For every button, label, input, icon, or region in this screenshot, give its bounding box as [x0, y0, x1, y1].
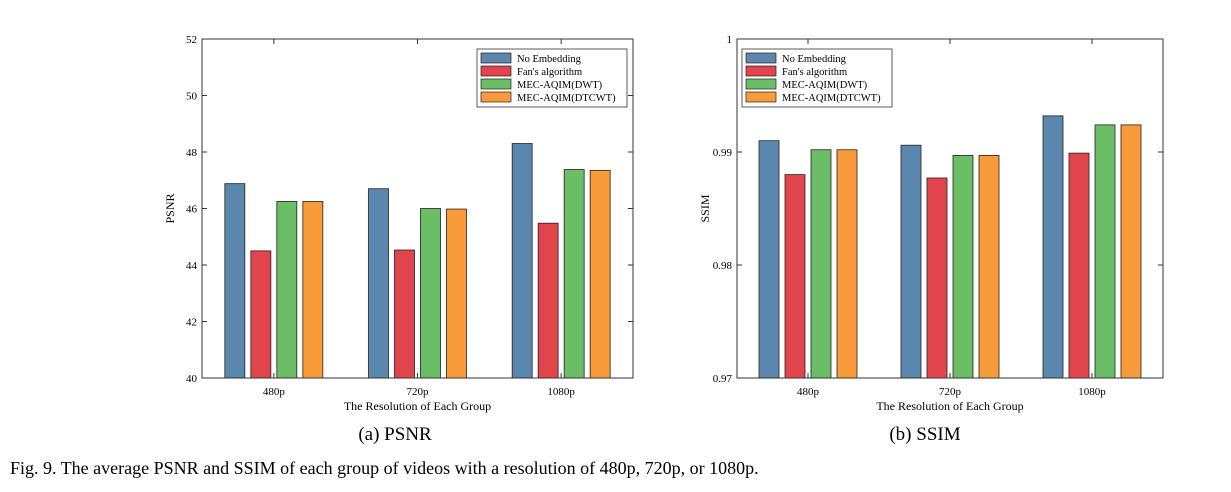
legend-entry: MEC-AQIM(DWT)	[782, 80, 868, 91]
x-tick-label: 1080p	[547, 386, 575, 398]
bar-psnr-mec-aqim-dtcwt--720p	[446, 208, 467, 379]
bar-ssim-no-embedding-1080p	[1042, 115, 1064, 379]
bar-ssim-mec-aqim-dwt--720p	[952, 154, 974, 379]
subcaption-ssim: (b) SSIM	[889, 424, 961, 445]
bar-ssim-mec-aqim-dwt--480p	[810, 149, 832, 379]
x-tick-label: 480p	[797, 386, 820, 398]
legend-swatch	[745, 52, 777, 64]
legend-entry: MEC-AQIM(DTCWT)	[782, 93, 881, 104]
bar-psnr-mec-aqim-dtcwt--1080p	[589, 169, 611, 379]
y-axis-label: PSNR	[163, 193, 177, 223]
legend-entry: Fan's algorithm	[782, 67, 847, 78]
y-tick-label: 0.99	[713, 147, 733, 159]
x-tick-label: 720p	[939, 386, 962, 398]
y-tick-label: 44	[186, 260, 198, 272]
x-tick-label: 1080p	[1078, 386, 1106, 398]
legend-swatch	[480, 52, 512, 64]
legend-swatch	[745, 78, 777, 90]
y-tick-label: 1	[727, 34, 733, 46]
legend-entry: Fan's algorithm	[517, 67, 582, 78]
bar-ssim-mec-aqim-dtcwt--720p	[978, 154, 1000, 379]
legend-swatch	[480, 91, 512, 103]
y-tick-label: 0.97	[713, 373, 733, 385]
bar-ssim-no-embedding-720p	[900, 144, 922, 379]
legend-swatch	[745, 65, 777, 77]
bar-psnr-fan-s-algorithm-720p	[394, 249, 415, 379]
bar-ssim-fan-s-algorithm-480p	[784, 174, 806, 379]
bar-psnr-fan-s-algorithm-1080p	[537, 222, 559, 379]
x-tick-label: 480p	[263, 386, 286, 398]
x-tick-label: 720p	[407, 386, 430, 398]
bar-ssim-no-embedding-480p	[758, 140, 780, 379]
subcaption-psnr: (a) PSNR	[358, 424, 432, 445]
y-tick-label: 52	[186, 34, 197, 46]
bar-psnr-no-embedding-720p	[368, 188, 389, 379]
figure-caption: Fig. 9. The average PSNR and SSIM of eac…	[10, 458, 759, 478]
legend-entry: No Embedding	[782, 54, 847, 65]
legend-swatch	[480, 65, 512, 77]
bar-psnr-mec-aqim-dwt--720p	[420, 208, 441, 379]
y-tick-label: 0.98	[713, 260, 733, 272]
bar-psnr-mec-aqim-dwt--480p	[276, 201, 298, 379]
y-tick-label: 48	[186, 147, 198, 159]
bar-psnr-fan-s-algorithm-480p	[250, 250, 272, 379]
legend-entry: No Embedding	[517, 54, 582, 65]
y-tick-label: 42	[186, 317, 197, 329]
bar-ssim-fan-s-algorithm-1080p	[1068, 152, 1090, 379]
bar-ssim-mec-aqim-dtcwt--480p	[836, 149, 858, 379]
x-axis-label: The Resolution of Each Group	[344, 399, 491, 413]
legend-swatch	[480, 78, 512, 90]
y-tick-label: 50	[186, 91, 198, 103]
x-axis-label: The Resolution of Each Group	[876, 399, 1023, 413]
bar-psnr-mec-aqim-dtcwt--480p	[302, 201, 324, 379]
bar-psnr-no-embedding-480p	[224, 183, 246, 379]
y-axis-label: SSIM	[698, 194, 712, 222]
bar-ssim-mec-aqim-dwt--1080p	[1094, 124, 1116, 379]
legend-swatch	[745, 91, 777, 103]
legend-entry: MEC-AQIM(DWT)	[517, 80, 603, 91]
bar-psnr-mec-aqim-dwt--1080p	[563, 169, 585, 379]
y-tick-label: 40	[186, 373, 198, 385]
bar-ssim-fan-s-algorithm-720p	[926, 177, 948, 379]
bar-ssim-mec-aqim-dtcwt--1080p	[1120, 124, 1142, 379]
bar-psnr-no-embedding-1080p	[511, 143, 533, 379]
legend-entry: MEC-AQIM(DTCWT)	[517, 93, 616, 104]
y-tick-label: 46	[186, 204, 198, 216]
